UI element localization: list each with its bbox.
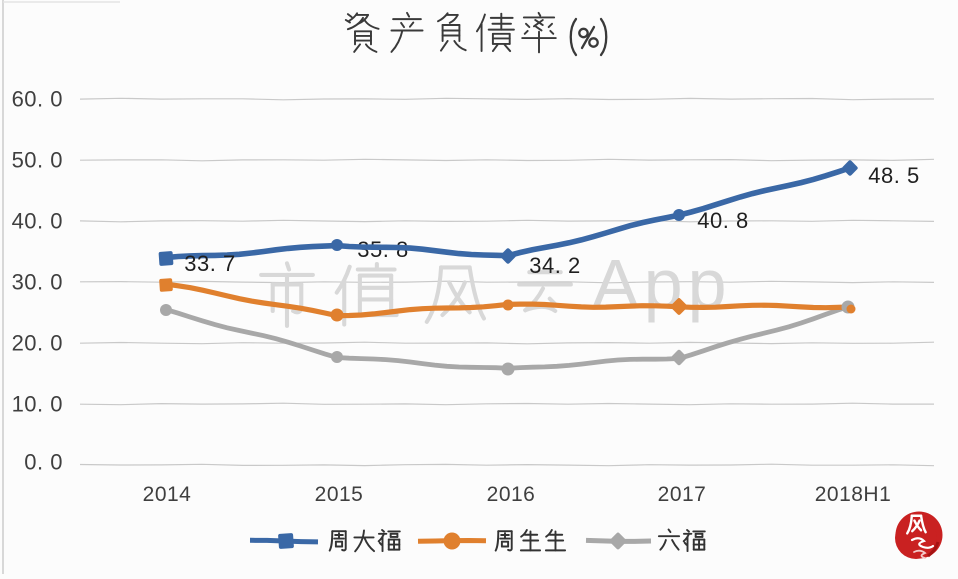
svg-text:2017: 2017	[658, 483, 707, 506]
svg-text:2014: 2014	[143, 483, 192, 506]
svg-text:2018H1: 2018H1	[815, 483, 892, 506]
svg-text:30. 0: 30. 0	[12, 270, 63, 295]
svg-text:App: App	[592, 245, 732, 323]
svg-text:33. 7: 33. 7	[184, 251, 235, 276]
svg-text:10. 0: 10. 0	[12, 392, 63, 417]
svg-text:20. 0: 20. 0	[12, 331, 63, 356]
svg-text:48. 5: 48. 5	[868, 163, 919, 188]
svg-text:60. 0: 60. 0	[12, 87, 63, 112]
svg-text:0. 0: 0. 0	[24, 450, 63, 475]
svg-text:34. 2: 34. 2	[529, 253, 580, 278]
svg-text:2016: 2016	[487, 483, 536, 506]
svg-text:40. 0: 40. 0	[12, 209, 63, 234]
svg-text:40. 8: 40. 8	[697, 208, 748, 233]
svg-text:2015: 2015	[315, 483, 364, 506]
svg-text:50. 0: 50. 0	[12, 148, 63, 173]
